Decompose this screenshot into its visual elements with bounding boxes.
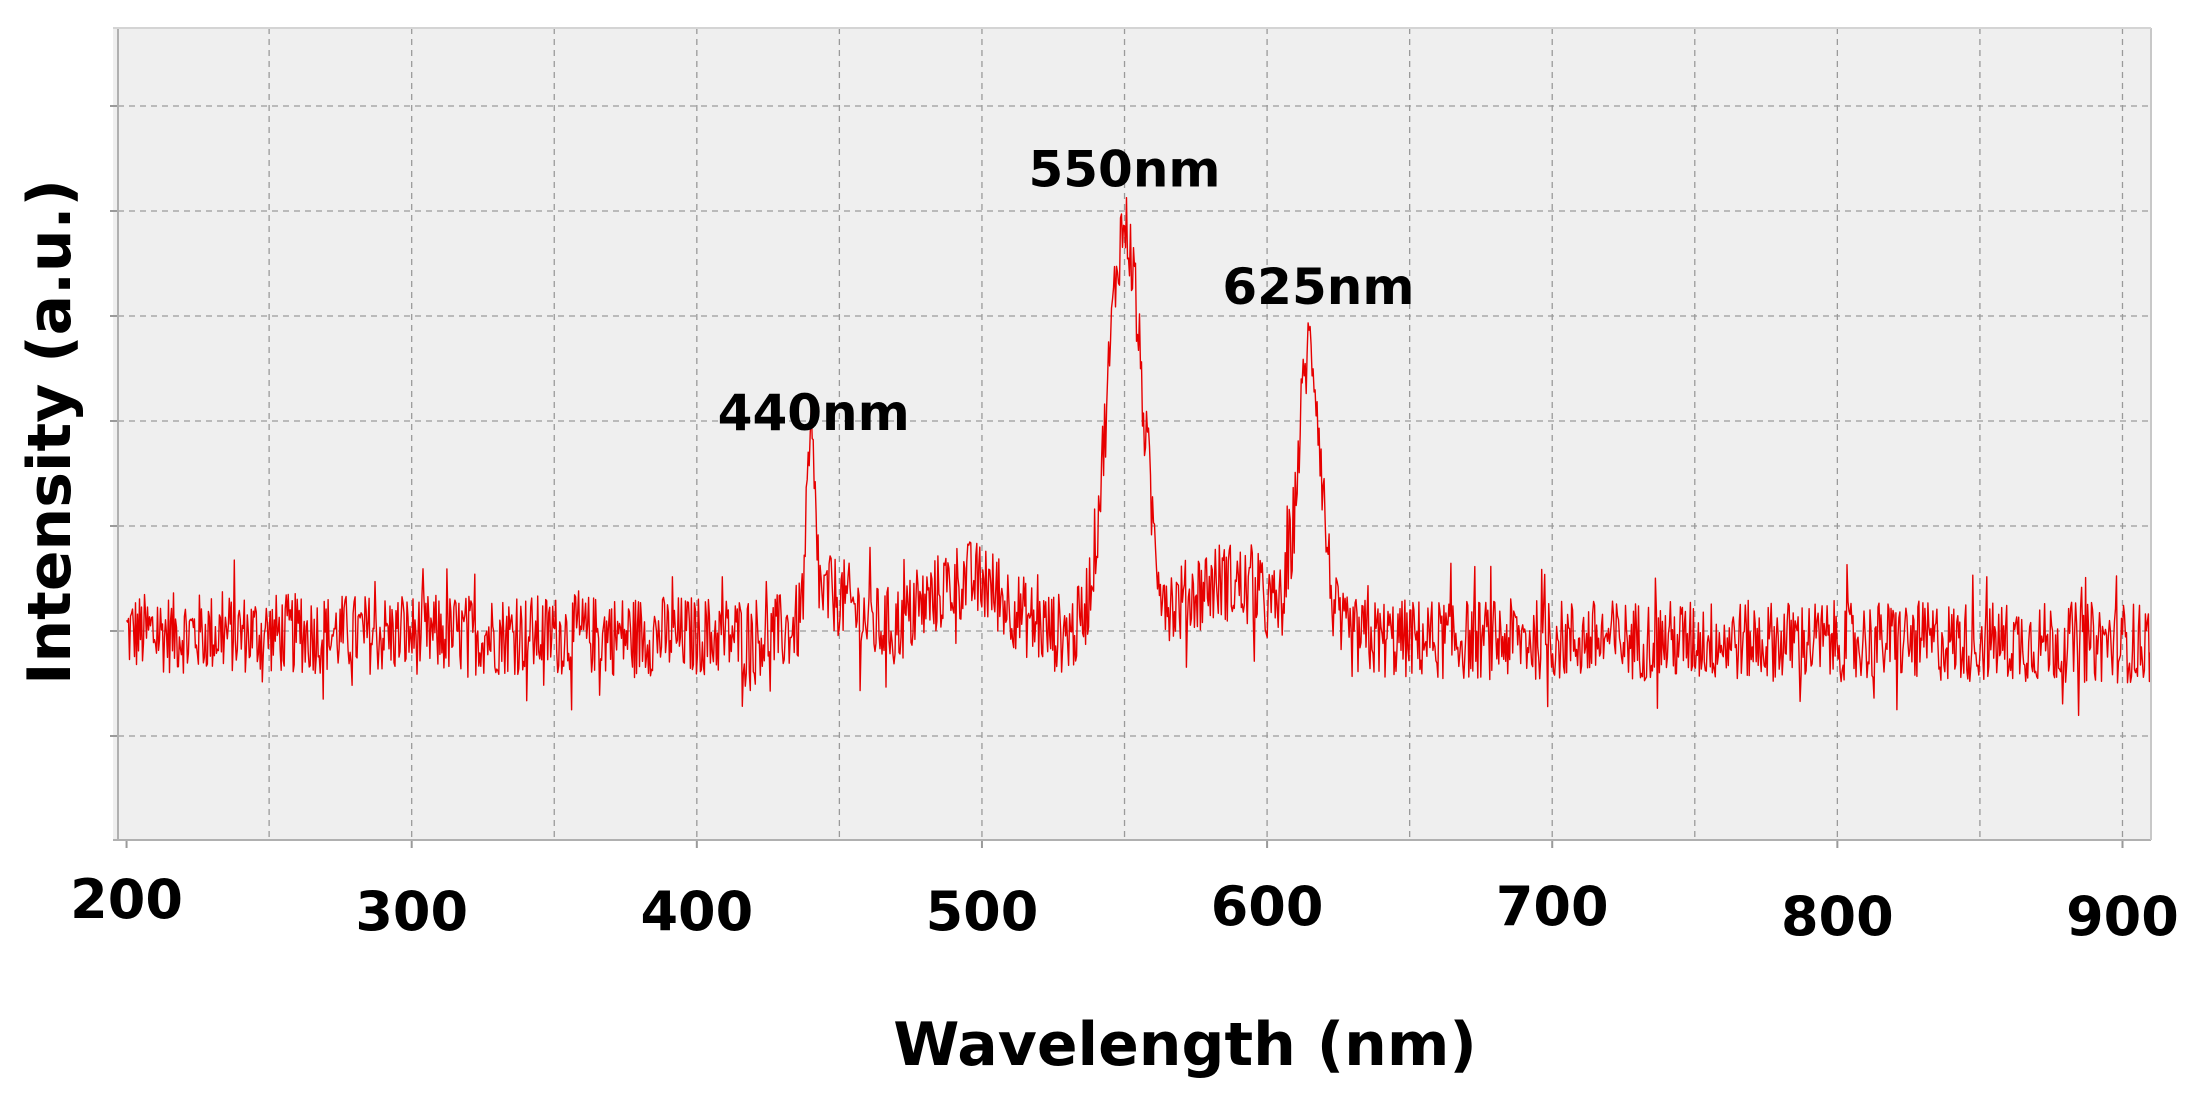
x-tick-label: 800 <box>1781 885 1894 948</box>
x-tick-labels: 200 300 400 500 600 700 800 900 <box>70 868 2179 948</box>
peak-annotations: 440nm 550nm 625nm <box>718 140 1415 442</box>
peak-label: 550nm <box>1028 140 1220 198</box>
grid <box>110 28 2151 848</box>
x-tick-label: 300 <box>355 880 468 943</box>
y-axis-title: Intensity (a.u.) <box>15 179 85 685</box>
spectrum-line <box>125 196 2152 717</box>
x-tick-label: 200 <box>70 868 183 931</box>
x-tick-label: 400 <box>640 880 753 943</box>
x-tick-label: 900 <box>2066 885 2179 948</box>
x-tick-label: 600 <box>1211 875 1324 938</box>
peak-label: 440nm <box>718 384 910 442</box>
data-series <box>125 196 2152 717</box>
peak-label: 625nm <box>1222 258 1414 316</box>
x-axis-title: Wavelength (nm) <box>893 1010 1477 1080</box>
plot-background <box>113 28 2151 840</box>
x-tick-label: 700 <box>1496 875 1609 938</box>
x-tick-label: 500 <box>926 880 1039 943</box>
